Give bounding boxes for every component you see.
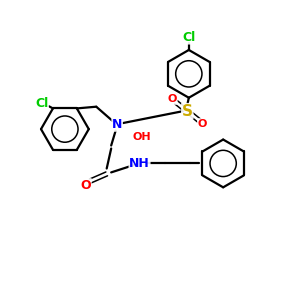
Text: O: O: [198, 119, 207, 129]
Text: O: O: [168, 94, 177, 104]
Text: NH: NH: [129, 157, 150, 170]
Text: Cl: Cl: [182, 31, 195, 44]
Text: Cl: Cl: [35, 98, 48, 110]
Text: S: S: [182, 104, 193, 119]
Text: O: O: [80, 179, 91, 192]
Text: N: N: [112, 118, 122, 131]
Text: OH: OH: [132, 133, 151, 142]
